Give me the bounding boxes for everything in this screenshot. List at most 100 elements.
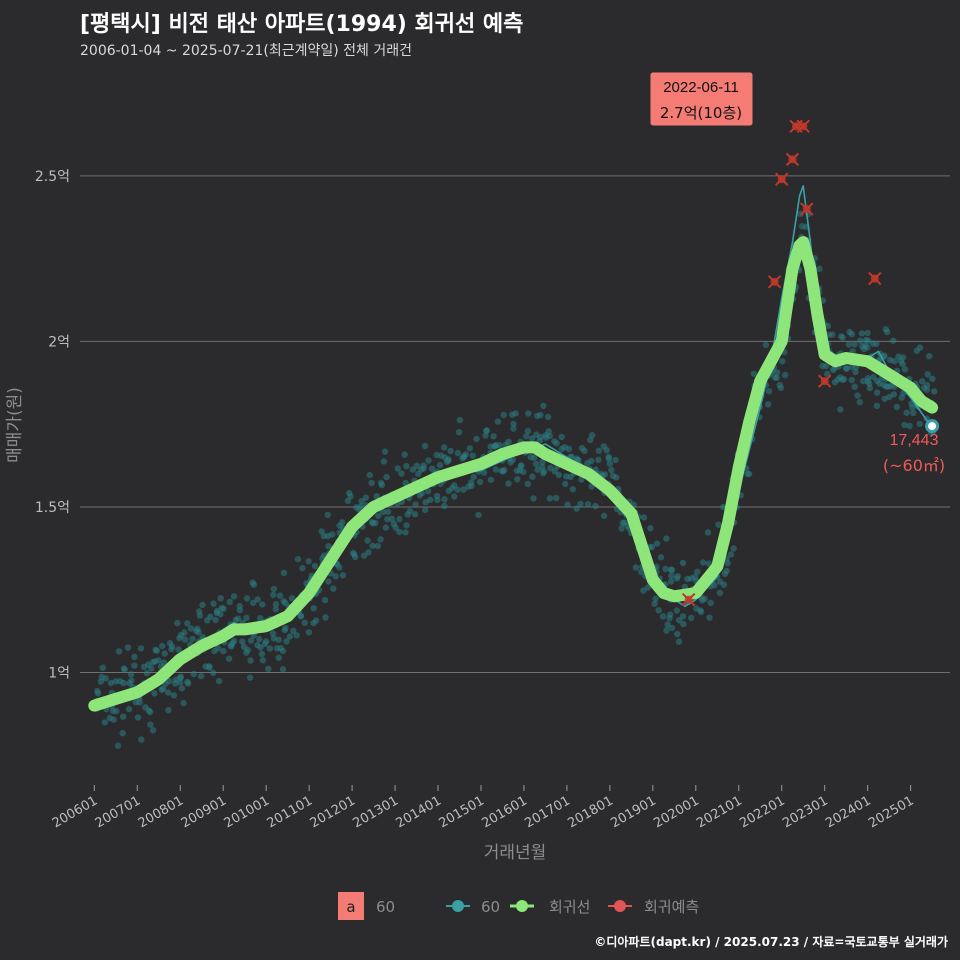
transaction-point — [840, 376, 848, 383]
transaction-point — [490, 433, 497, 440]
transaction-point — [906, 422, 913, 430]
transaction-point — [394, 465, 401, 472]
transaction-point — [851, 341, 858, 348]
transaction-point — [469, 452, 476, 459]
transaction-point — [107, 679, 115, 687]
transaction-point — [378, 481, 386, 489]
transaction-point — [324, 511, 331, 519]
transaction-point — [127, 671, 135, 678]
transaction-point — [595, 456, 602, 463]
last-point-label: 17,443 (~60㎡) — [883, 432, 945, 475]
transaction-point — [675, 638, 683, 645]
transaction-point — [384, 516, 391, 523]
transaction-point — [401, 451, 408, 458]
transaction-point — [547, 464, 554, 472]
transaction-point — [688, 614, 695, 622]
y-tick-label: 1억 — [48, 665, 70, 681]
transaction-point — [701, 595, 708, 602]
transaction-point — [496, 442, 503, 449]
transaction-point — [901, 421, 908, 429]
legend-label-60: 60 — [481, 898, 500, 916]
transaction-point — [121, 666, 128, 673]
transaction-point — [773, 374, 780, 381]
transaction-point — [640, 587, 647, 594]
prediction-point — [775, 172, 789, 186]
transaction-point — [247, 657, 254, 664]
transaction-point — [329, 531, 336, 538]
transaction-point — [601, 471, 609, 478]
transaction-point — [505, 480, 512, 487]
transaction-point — [873, 340, 880, 347]
x-tick-label: 202001 — [651, 793, 701, 831]
prediction-point — [767, 275, 782, 289]
transaction-point — [680, 620, 687, 628]
transaction-point — [270, 585, 278, 593]
transaction-point — [244, 646, 252, 654]
transaction-point — [215, 645, 222, 652]
transaction-point — [114, 742, 122, 749]
transaction-point — [454, 449, 462, 457]
transaction-point — [539, 458, 546, 465]
transaction-point — [206, 663, 213, 670]
transaction-point — [537, 433, 544, 441]
transaction-point — [210, 669, 217, 676]
transaction-point — [540, 402, 547, 410]
transaction-point — [225, 655, 233, 662]
transaction-point — [492, 466, 499, 473]
transaction-point — [480, 469, 488, 476]
transaction-point — [275, 654, 282, 661]
transaction-point — [299, 564, 306, 572]
transaction-point — [184, 620, 191, 627]
transaction-point — [258, 650, 266, 658]
regression-path — [88, 236, 939, 712]
transaction-point — [392, 524, 399, 531]
transaction-point — [540, 470, 547, 477]
transaction-point — [174, 619, 181, 627]
x-tick-label: 201001 — [222, 793, 272, 831]
transaction-point — [259, 657, 266, 664]
last-point-area: (~60㎡) — [883, 456, 945, 475]
transaction-point — [854, 392, 861, 399]
transaction-point — [137, 645, 145, 652]
transaction-point — [514, 476, 521, 483]
prediction-point — [868, 271, 882, 286]
transaction-point — [197, 672, 205, 680]
transaction-point — [891, 358, 898, 365]
legend: a 60 60 회귀선 회귀예측 — [338, 892, 699, 920]
transaction-point — [160, 659, 168, 666]
transaction-point — [860, 377, 867, 385]
transaction-point — [134, 714, 142, 721]
transaction-point — [848, 331, 855, 338]
transaction-point — [777, 384, 785, 391]
x-tick-label: 202301 — [780, 793, 830, 831]
transaction-point — [441, 496, 448, 503]
transaction-point — [456, 416, 464, 424]
transaction-point — [338, 519, 346, 526]
transaction-point — [644, 584, 652, 591]
transaction-point — [293, 632, 300, 639]
transaction-point — [262, 638, 270, 645]
x-tick-label: 201601 — [479, 793, 529, 831]
transaction-point — [558, 433, 565, 441]
transaction-point — [546, 432, 553, 440]
transaction-point — [845, 341, 853, 348]
transaction-point — [161, 650, 168, 657]
legend-label-regression: 회귀선 — [549, 898, 590, 916]
transaction-point — [762, 341, 770, 349]
transaction-point — [612, 456, 619, 464]
transaction-point — [675, 617, 683, 624]
transaction-point — [858, 330, 866, 337]
transaction-point — [565, 445, 573, 453]
legend-key-letter: a — [346, 898, 355, 916]
transaction-point — [402, 479, 409, 487]
transaction-point — [421, 442, 429, 450]
transaction-point — [551, 468, 558, 475]
transaction-point — [128, 677, 135, 684]
transaction-point — [890, 337, 897, 344]
y-axis-label: 매매가(원) — [5, 387, 25, 463]
transaction-point — [377, 536, 384, 543]
transaction-point — [824, 322, 832, 330]
transaction-point — [724, 560, 731, 567]
transaction-point — [603, 447, 610, 454]
transaction-point — [852, 368, 859, 376]
